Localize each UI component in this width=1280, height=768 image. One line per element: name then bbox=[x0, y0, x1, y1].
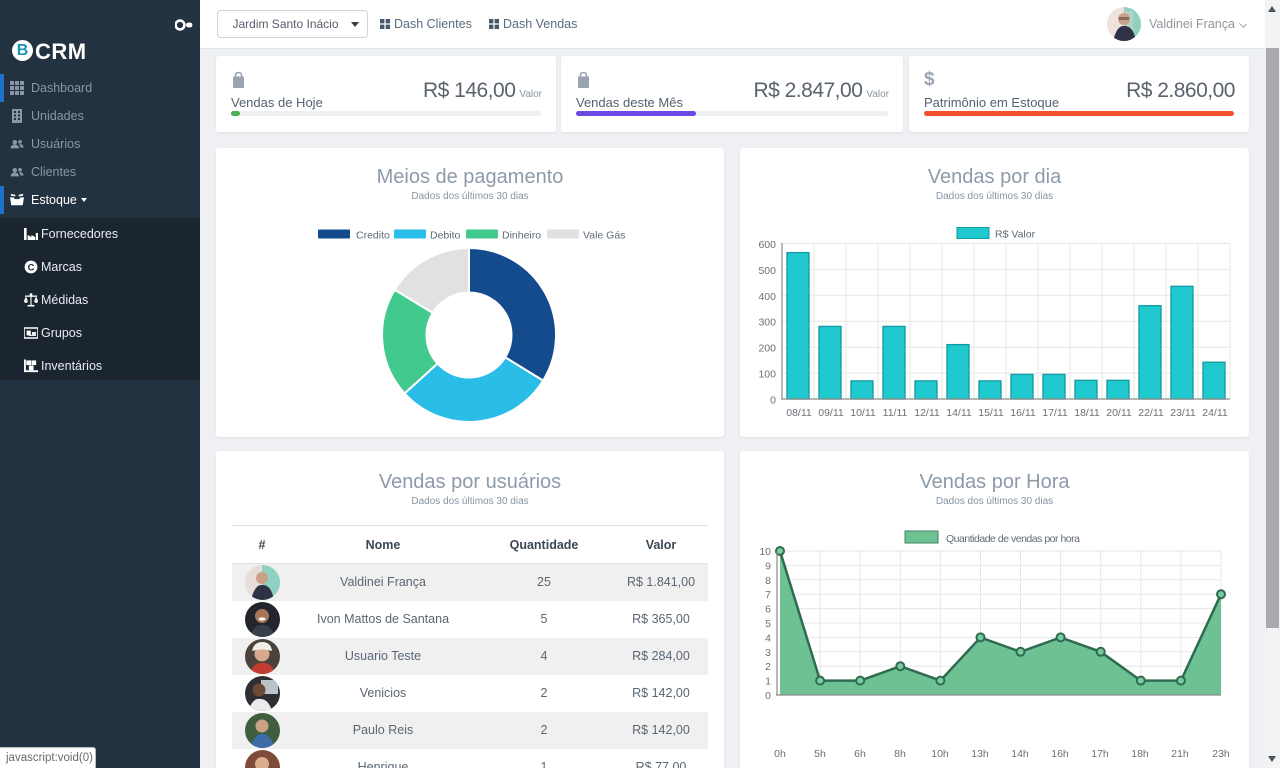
svg-text:8h: 8h bbox=[894, 748, 906, 760]
svg-text:C: C bbox=[28, 262, 35, 273]
svg-text:Debito: Debito bbox=[430, 230, 461, 242]
svg-text:18h: 18h bbox=[1131, 748, 1149, 760]
svg-text:9: 9 bbox=[765, 560, 771, 572]
svg-text:400: 400 bbox=[758, 291, 776, 303]
svg-text:13h: 13h bbox=[971, 748, 989, 760]
svg-text:15/11: 15/11 bbox=[978, 407, 1004, 419]
svg-text:100: 100 bbox=[758, 369, 776, 381]
svg-text:10: 10 bbox=[759, 546, 771, 558]
svg-text:5h: 5h bbox=[814, 748, 826, 760]
svg-text:08/11: 08/11 bbox=[786, 407, 812, 419]
svg-text:20/11: 20/11 bbox=[1106, 407, 1132, 419]
svg-text:R$ Valor: R$ Valor bbox=[995, 229, 1036, 241]
svg-text:6h: 6h bbox=[854, 748, 866, 760]
svg-text:Dinheiro: Dinheiro bbox=[502, 230, 541, 242]
svg-text:18/11: 18/11 bbox=[1074, 407, 1100, 419]
svg-text:10/11: 10/11 bbox=[850, 407, 876, 419]
svg-text:14/11: 14/11 bbox=[946, 407, 972, 419]
svg-text:10h: 10h bbox=[931, 748, 949, 760]
svg-text:500: 500 bbox=[758, 265, 776, 277]
svg-text:24/11: 24/11 bbox=[1202, 407, 1228, 419]
svg-text:1: 1 bbox=[765, 676, 771, 688]
svg-text:14h: 14h bbox=[1011, 748, 1029, 760]
svg-text:09/11: 09/11 bbox=[818, 407, 844, 419]
svg-text:17h: 17h bbox=[1091, 748, 1109, 760]
svg-text:200: 200 bbox=[758, 343, 776, 355]
svg-text:12/11: 12/11 bbox=[914, 407, 940, 419]
svg-text:Quantidade de vendas por hora: Quantidade de vendas por hora bbox=[946, 533, 1080, 545]
svg-text:3: 3 bbox=[765, 647, 771, 659]
svg-text:Vale Gás: Vale Gás bbox=[583, 230, 625, 242]
svg-text:17/11: 17/11 bbox=[1042, 407, 1068, 419]
svg-text:16/11: 16/11 bbox=[1010, 407, 1036, 419]
svg-text:0: 0 bbox=[770, 395, 776, 407]
svg-text:21h: 21h bbox=[1171, 748, 1189, 760]
svg-text:22/11: 22/11 bbox=[1138, 407, 1164, 419]
svg-text:23h: 23h bbox=[1212, 748, 1230, 760]
svg-text:2: 2 bbox=[765, 661, 771, 673]
svg-text:11/11: 11/11 bbox=[883, 407, 908, 419]
svg-text:4: 4 bbox=[765, 632, 771, 644]
svg-text:5: 5 bbox=[765, 618, 771, 630]
svg-text:600: 600 bbox=[758, 239, 776, 251]
svg-text:300: 300 bbox=[758, 317, 776, 329]
svg-text:23/11: 23/11 bbox=[1170, 407, 1196, 419]
svg-text:16h: 16h bbox=[1051, 748, 1069, 760]
svg-text:7: 7 bbox=[765, 589, 771, 601]
svg-text:Credito: Credito bbox=[356, 230, 390, 242]
svg-text:6: 6 bbox=[765, 604, 771, 616]
svg-text:0h: 0h bbox=[774, 748, 786, 760]
svg-text:8: 8 bbox=[765, 575, 771, 587]
svg-text:0: 0 bbox=[765, 690, 771, 702]
